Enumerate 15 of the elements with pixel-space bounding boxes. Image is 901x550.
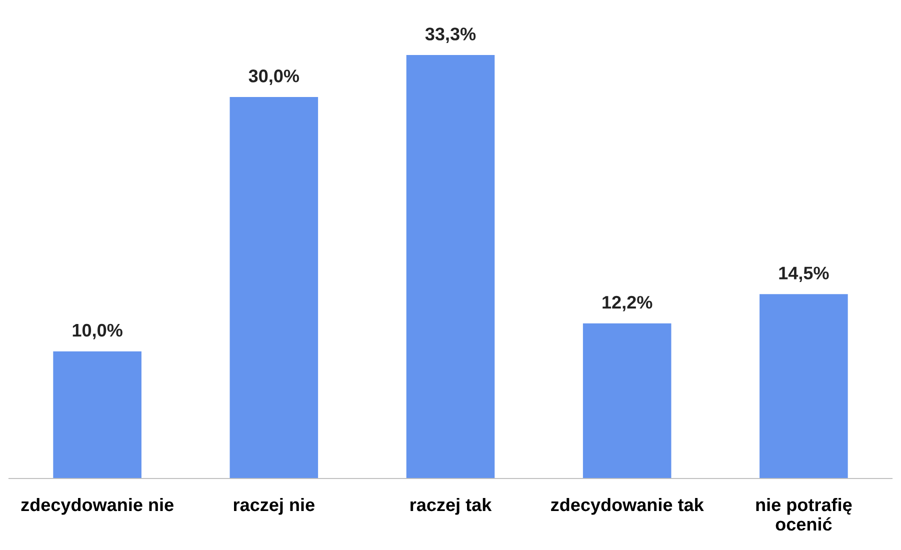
x-tick-label: nie potrafię ocenić xyxy=(756,498,852,531)
bar xyxy=(53,351,142,478)
x-tick-label: zdecydowanie tak xyxy=(551,498,704,515)
bar xyxy=(230,97,318,478)
bar xyxy=(406,55,495,478)
data-label: 30,0% xyxy=(248,70,300,85)
x-tick-label: raczej tak xyxy=(410,498,492,515)
data-label: 10,0% xyxy=(72,324,122,340)
x-tick-label: raczej nie xyxy=(234,498,314,515)
data-label: 12,2% xyxy=(602,296,652,312)
x-tick-label: zdecydowanie nie xyxy=(21,498,174,515)
data-label: 33,3% xyxy=(425,28,476,43)
bar xyxy=(760,294,848,478)
data-label: 14,5% xyxy=(779,266,829,282)
bar xyxy=(582,323,672,478)
